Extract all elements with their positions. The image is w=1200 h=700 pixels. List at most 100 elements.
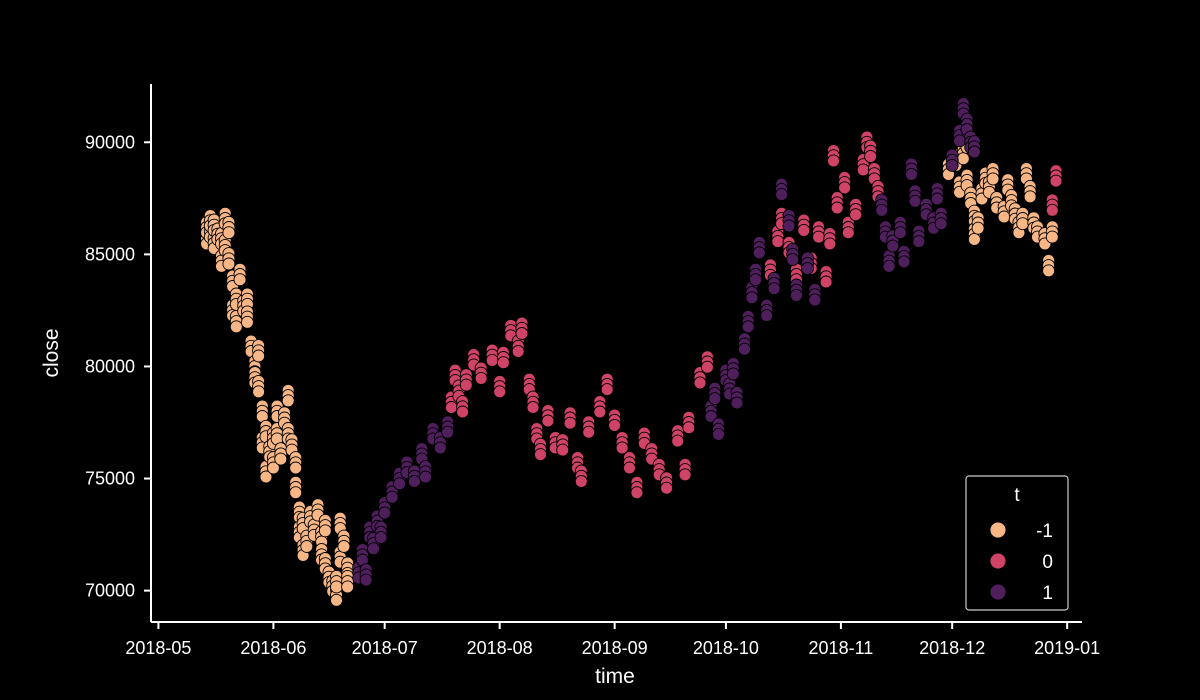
scatter-point [827,154,840,168]
scatter-point [541,414,555,428]
x-tick-label: 2018-12 [919,638,985,658]
scatter-point [838,181,852,195]
scatter-point [289,486,303,500]
scatter-point [882,259,896,273]
scatter-point [1049,174,1063,188]
scatter-point [782,219,796,233]
scatter-point [459,378,473,392]
scatter-point [749,273,763,287]
x-tick-label: 2018-08 [467,638,533,658]
scatter-point [930,192,944,206]
scatter-point [953,134,967,148]
scatter-point [582,425,596,439]
x-tick-label: 2018-07 [352,638,418,658]
x-tick-label: 2018-09 [582,638,648,658]
scatter-point [971,221,985,235]
scatter-point [678,468,692,482]
legend-title: t [1014,485,1020,506]
scatter-point [945,158,959,172]
scatter-point [229,320,243,334]
scatter-point [893,226,907,240]
scatter-point [511,345,525,358]
scatter-point [886,239,900,253]
scatter-point [967,232,981,246]
scatter-point [419,470,432,484]
scatter-point [897,255,911,269]
scatter-point [359,573,373,587]
scatter-point [378,506,392,520]
scatter-point [904,167,918,181]
legend-entry-label: -1 [1036,521,1053,542]
scatter-point [819,275,833,289]
scatter-point [671,434,685,448]
scatter-point [708,392,722,406]
scatter-point [330,593,343,607]
scatter-point [1045,230,1059,244]
x-tick-label: 2018-10 [693,638,759,658]
y-axis-ticks: 70000 75000 80000 85000 90000 [85,132,151,601]
scatter-point [493,385,507,399]
scatter-point [341,580,355,594]
scatter-point [741,320,755,334]
legend: t -1 0 1 [965,475,1069,611]
scatter-point [745,291,759,305]
scatter-point [330,580,343,594]
scatter-point [556,443,570,457]
y-tick-label: 80000 [85,356,135,376]
x-tick-label: 2018-11 [809,638,874,658]
scatter-point [786,253,800,267]
scatter-point [444,401,458,414]
scatter-point [812,230,826,244]
scatter-point [289,461,303,475]
scatter-point [752,246,766,260]
scatter-point [808,293,822,307]
legend-marker [989,552,1007,570]
scatter-point [864,149,878,163]
scatter-point [233,273,247,287]
x-axis-ticks: 2018-05 2018-06 2018-07 2018-08 2018-09 2018-… [125,622,1100,658]
scatter-point [1023,190,1037,204]
scatter-point [385,490,399,504]
scatter-point [700,360,714,374]
scatter-point [485,353,499,367]
data-points [200,97,1063,607]
scatter-point [956,152,970,166]
scatter-point [934,217,948,231]
scatter-point [266,461,280,475]
scatter-point [841,226,855,240]
scatter-point [1042,264,1056,278]
scatter-point [367,542,380,556]
scatter-point [222,226,236,240]
scatter-point [563,416,577,430]
scatter-point [912,235,926,249]
y-tick-label: 70000 [85,581,135,601]
scatter-point [407,475,421,488]
y-axis-label: close [40,328,63,377]
scatter-point [801,262,814,275]
scatter-point [374,531,388,544]
legend-entry-label: 1 [1042,583,1053,604]
scatter-point [300,540,314,553]
scatter-point [738,342,751,356]
x-tick-label: 2019-01 [1034,638,1100,658]
scatter-point [908,194,922,208]
y-tick-label: 90000 [85,132,135,152]
scatter-point [593,405,607,419]
scatter-point [393,477,406,491]
x-tick-label: 2018-05 [125,638,191,658]
y-tick-label: 75000 [85,469,135,489]
scatter-point [775,188,789,202]
scatter-point [433,441,447,455]
scatter-point [252,385,266,399]
scatter-point [693,376,707,390]
scatter-point [318,524,332,538]
scatter-point [441,425,455,439]
scatter-point [726,367,740,381]
legend-entry-label: 0 [1042,552,1053,573]
scatter-point [615,441,629,455]
scatter-point [1016,217,1030,231]
scatter-point [771,235,785,249]
scatter-point [526,401,540,414]
scatter-point [574,475,588,488]
